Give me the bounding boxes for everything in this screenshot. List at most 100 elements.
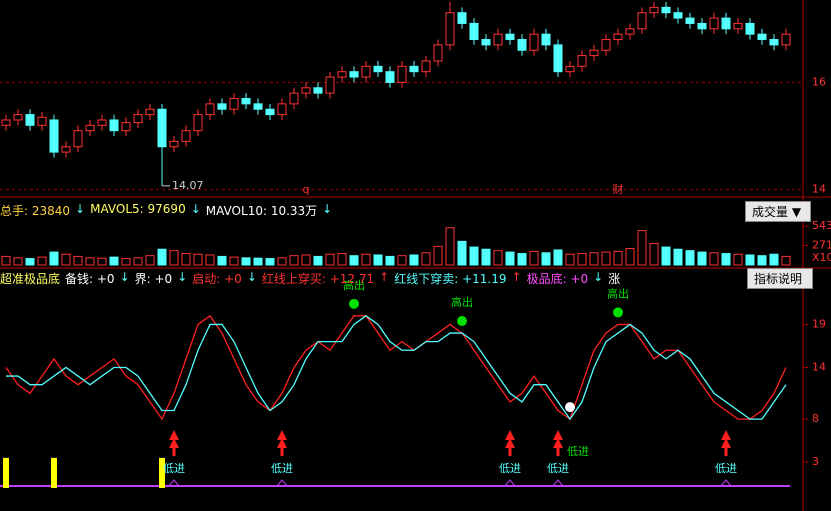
volume-bar [661,246,671,266]
header-item: 极品底: +0 [526,272,589,286]
volume-bar [637,230,647,266]
candle-body [529,33,539,51]
bottom-bar [51,457,57,488]
candle-body [97,119,107,126]
candle-body [301,87,311,94]
header-item: MAVOL10: 10.33万 [205,204,318,218]
candle-body [517,39,527,51]
candle-body [709,17,719,30]
candle-body [397,65,407,83]
volume-button[interactable]: 成交量 ▼ [745,201,811,222]
volume-bar [205,254,215,266]
header-item: ↓ [593,270,604,284]
volume-bar [325,253,335,266]
buy-tick [168,479,180,487]
y-tick-label: 14 [812,183,826,196]
candle-body [421,60,431,73]
candle-body [85,124,95,132]
candle-body [505,33,515,41]
candle-body [565,65,575,73]
volume-bar [265,258,275,266]
bottom-bar [3,457,9,488]
volume-bar [493,250,503,266]
candle-body [205,103,215,116]
volume-bar [277,257,287,266]
sell-label: 高出 [607,286,629,300]
volume-bar [625,248,635,266]
volume-bar [229,256,239,266]
volume-bar [157,248,167,266]
header-item: 红线上穿买: +12.71 [261,272,375,286]
volume-bar [61,253,71,266]
candle-body [325,76,335,94]
candle-body [277,103,287,116]
candle-body [157,108,167,148]
header-item: 启动: +0 [192,272,242,286]
volume-bar [349,255,359,266]
candle-body [241,98,251,105]
buy-label: 低进 [547,462,569,475]
candle-body [721,17,731,30]
header-item: ↓ [322,202,333,216]
candle-body [697,22,707,30]
sell-dot [457,316,467,327]
candle-body [637,12,647,30]
y-tick-label: 271 [812,239,831,252]
buy-arrow [553,430,563,456]
volume-bar [289,255,299,266]
candle-body [217,103,227,110]
buy-arrow [169,430,179,456]
unit-label: X10 [812,251,831,264]
candle-body [745,22,755,35]
candle-body [169,140,179,148]
volume-bar [709,252,719,266]
header-item: ↓ [75,202,86,216]
candle-body [373,65,383,73]
candle-body [469,22,479,41]
volume-bar [781,255,791,266]
special-dot [565,402,575,413]
volume-bar [121,258,131,266]
candle-body [553,44,563,73]
volume-bar [193,253,203,266]
volume-bar [373,254,383,266]
volume-bar [49,251,59,266]
volume-bar [577,253,587,266]
buy-label: 低进 [271,462,293,475]
candle-body [361,65,371,78]
buy-label: 低进 [499,462,521,475]
candle-body [481,39,491,46]
header-item: ↓ [246,270,257,284]
y-tick-label: 3 [812,455,819,468]
candle-body [145,108,155,116]
volume-bar [1,255,11,266]
y-tick-label: 16 [812,75,826,88]
volume-bar [337,253,347,266]
volume-bar [613,250,623,266]
volume-bar [133,257,143,266]
volume-bar [553,249,563,266]
candle-body [589,49,599,57]
sell-label: 高出 [451,295,473,309]
candle-body [193,114,203,132]
candle-body [61,146,71,153]
volume-bar [697,251,707,266]
event-label: q [303,183,310,196]
volume-bar [541,252,551,266]
y-tick-label: 19 [812,317,826,330]
volume-bar [253,257,263,266]
volume-bar [109,256,119,266]
candle-body [649,6,659,14]
header-item: ↓ [119,270,130,284]
buy-tick [552,479,564,487]
candle-body [25,114,35,126]
indicator-button[interactable]: 指标说明 [747,268,813,289]
candle-body [13,114,23,121]
candle-body [133,114,143,124]
indicator-line [6,315,787,421]
volume-bar [505,251,515,266]
volume-header: 总手: 23840 ↓ MAVOL5: 97690 ↓ MAVOL10: 10.33万 ↓ [0,202,332,218]
candle-body [1,119,11,126]
volume-bar [649,243,659,266]
